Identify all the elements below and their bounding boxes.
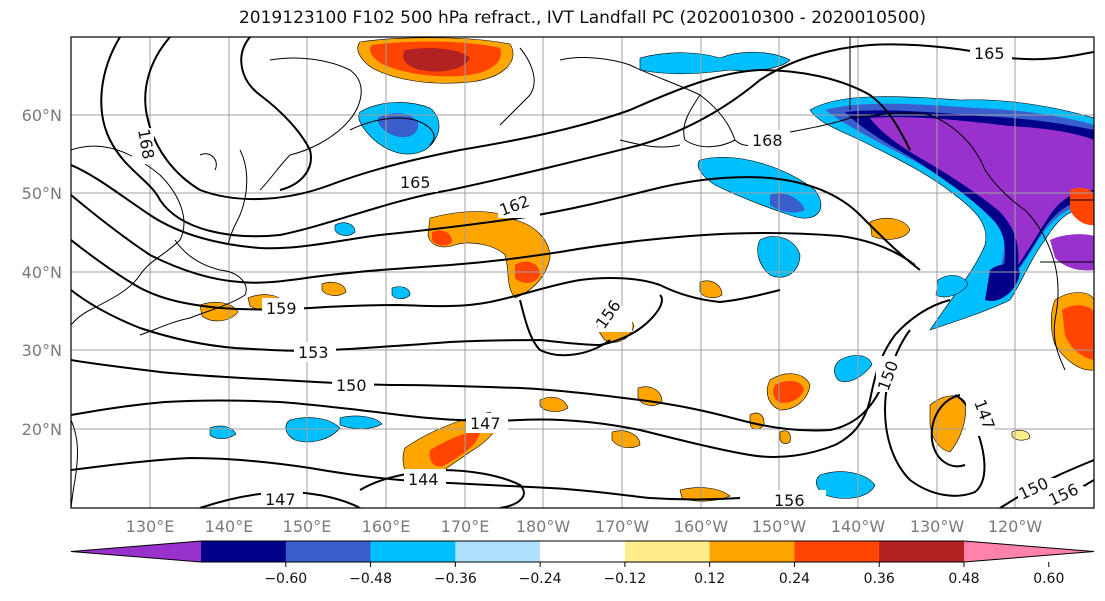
contour-label: 165 bbox=[400, 173, 431, 192]
map-area: 165 168 165 168 162 159 156 153 150 147 … bbox=[71, 37, 1094, 510]
colorbar-bin bbox=[879, 541, 965, 562]
colorbar-tick-label: −0.24 bbox=[519, 571, 562, 587]
lon-label: 150°E bbox=[283, 517, 332, 536]
colorbar-tick-label: −0.12 bbox=[603, 571, 646, 587]
colorbar-tick-label: 0.48 bbox=[948, 571, 979, 587]
colorbar-bin bbox=[455, 541, 541, 562]
colorbar: −0.60 −0.48 −0.36 −0.24 −0.12 0.12 0.24 0.36 0.4… bbox=[70, 540, 1095, 587]
colorbar-bin bbox=[201, 541, 287, 562]
lon-labels: 130°E 140°E 150°E 160°E 170°E 180°W 170°… bbox=[126, 517, 1043, 536]
colorbar-extend-low bbox=[71, 541, 201, 562]
lon-label: 160°E bbox=[362, 517, 411, 536]
colorbar-bin bbox=[285, 541, 372, 562]
lon-label: 170°E bbox=[441, 517, 490, 536]
contour-label: 168 bbox=[752, 131, 783, 150]
lon-label: 150°W bbox=[752, 517, 807, 536]
lon-label: 140°E bbox=[205, 517, 254, 536]
contour-label: 156 bbox=[774, 491, 805, 510]
contour-label: 150 bbox=[336, 376, 367, 395]
lon-label: 120°W bbox=[988, 517, 1043, 536]
colorbar-bin bbox=[370, 541, 456, 562]
lon-label: 170°W bbox=[595, 517, 650, 536]
contour-label: 147 bbox=[470, 414, 501, 433]
plot-title: 2019123100 F102 500 hPa refract., IVT La… bbox=[238, 8, 926, 28]
contour-label: 153 bbox=[298, 343, 329, 362]
lon-label: 140°W bbox=[831, 517, 886, 536]
colorbar-tick-label: −0.60 bbox=[264, 571, 307, 587]
colorbar-tick-label: −0.48 bbox=[349, 571, 392, 587]
colorbar-extend-high bbox=[964, 541, 1094, 562]
colorbar-tick-label: −0.36 bbox=[434, 571, 477, 587]
colorbar-bin bbox=[794, 541, 880, 562]
lat-label: 40°N bbox=[22, 263, 62, 282]
colorbar-tick-label: 0.36 bbox=[864, 571, 895, 587]
contour-label: 144 bbox=[408, 470, 439, 489]
colorbar-outline bbox=[70, 540, 1095, 563]
lat-label: 60°N bbox=[22, 106, 62, 125]
lat-label: 50°N bbox=[22, 184, 62, 203]
lat-labels: 60°N 50°N 40°N 30°N 20°N bbox=[22, 106, 62, 439]
coastlines bbox=[71, 37, 1094, 508]
colorbar-bin bbox=[540, 541, 626, 562]
lon-label: 180°W bbox=[516, 517, 571, 536]
contour-label: 159 bbox=[266, 299, 297, 318]
colorbar-tick-label: 0.60 bbox=[1033, 571, 1064, 587]
lon-label: 130°E bbox=[126, 517, 175, 536]
lon-label: 130°W bbox=[910, 517, 965, 536]
lon-label: 160°W bbox=[674, 517, 729, 536]
contour-labels: 165 168 165 168 162 159 156 153 150 147 … bbox=[132, 42, 1084, 510]
colorbar-bin bbox=[624, 541, 711, 562]
colorbar-tick-label: 0.24 bbox=[779, 571, 810, 587]
colorbar-bin bbox=[709, 541, 795, 562]
lat-label: 30°N bbox=[22, 341, 62, 360]
contour-label: 165 bbox=[974, 44, 1005, 63]
map-frame bbox=[70, 36, 1095, 509]
lat-label: 20°N bbox=[22, 420, 62, 439]
graticule bbox=[71, 37, 1094, 508]
contour-label: 147 bbox=[265, 490, 296, 509]
colorbar-tick-label: 0.12 bbox=[694, 571, 725, 587]
